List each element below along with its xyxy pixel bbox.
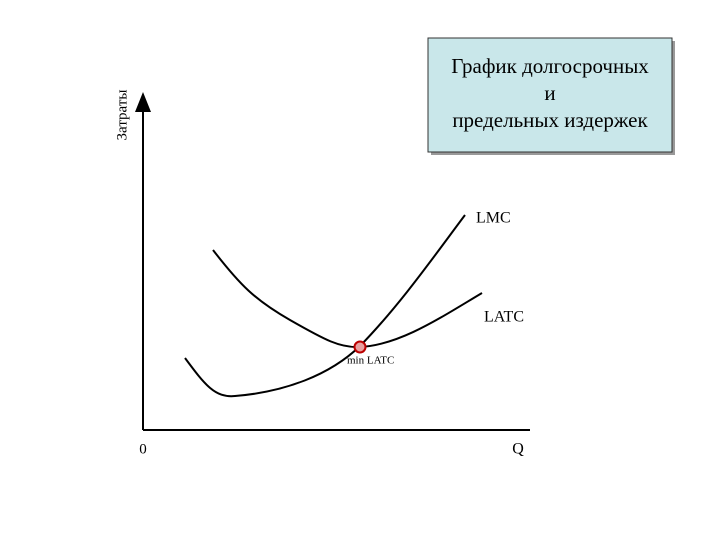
- lmc-label: LMC: [476, 210, 511, 227]
- latc-label: LATC: [484, 309, 524, 326]
- origin-label: 0: [139, 441, 147, 457]
- x-axis-label: Q: [512, 441, 524, 458]
- min-point: [353, 340, 367, 354]
- title-line: предельных издержек: [452, 108, 648, 132]
- title-line: и: [544, 81, 555, 105]
- min-point-label: min LATC: [347, 355, 394, 367]
- title-box: [427, 37, 673, 153]
- title-line: График долгосрочных: [451, 54, 649, 78]
- y-axis-label: Затраты: [114, 90, 130, 141]
- latc-curve: [212, 249, 483, 349]
- lmc-curve: [184, 214, 466, 398]
